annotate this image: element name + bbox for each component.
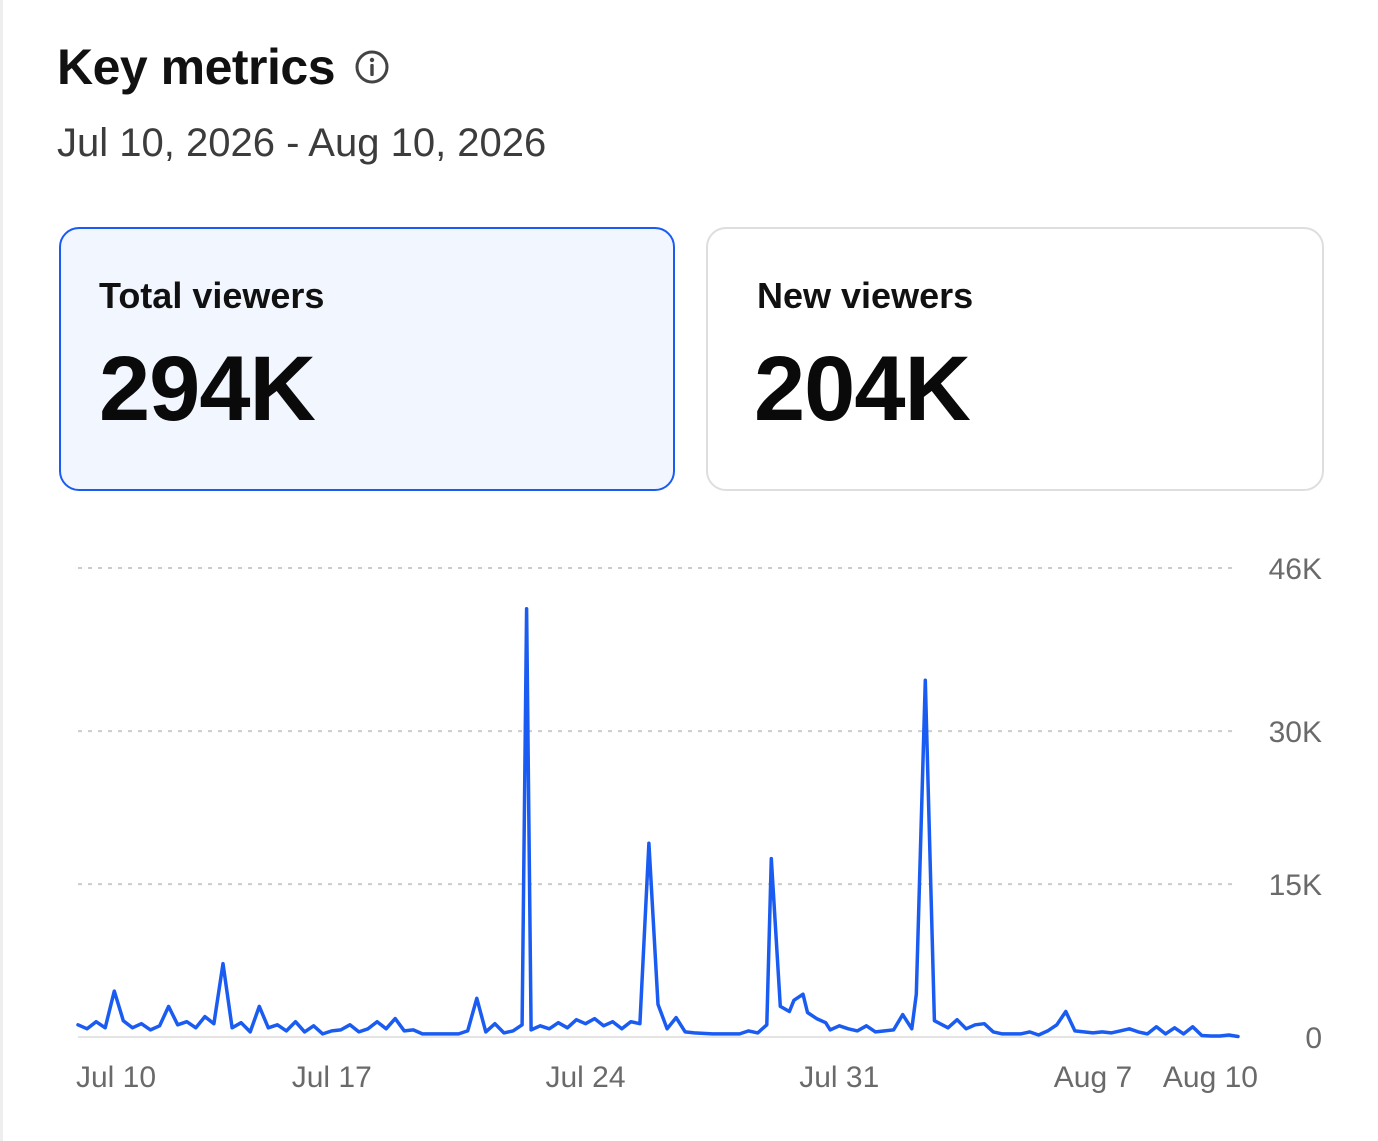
y-tick-label: 15K	[1269, 869, 1322, 902]
y-tick-label: 46K	[1269, 553, 1322, 586]
x-tick-label: Aug 10	[1163, 1061, 1258, 1094]
metric-label: New viewers	[757, 275, 974, 316]
page-title: Key metrics	[57, 39, 336, 95]
info-circle-icon[interactable]	[355, 50, 389, 84]
y-tick-label: 0	[1305, 1022, 1322, 1055]
y-tick-label: 30K	[1269, 716, 1322, 749]
metric-card-total-viewers[interactable]: Total viewers 294K	[59, 227, 675, 491]
x-tick-label: Aug 7	[1054, 1061, 1132, 1094]
metric-card-new-viewers[interactable]: New viewers 204K	[706, 227, 1324, 491]
x-tick-label: Jul 24	[545, 1061, 625, 1094]
metric-value: 294K	[99, 338, 316, 440]
metric-label: Total viewers	[99, 275, 325, 316]
header: Key metrics	[57, 38, 389, 96]
x-tick-label: Jul 10	[76, 1061, 156, 1094]
series-line	[76, 607, 1240, 1039]
date-range: Jul 10, 2026 - Aug 10, 2026	[57, 121, 547, 165]
x-tick-label: Jul 31	[799, 1061, 879, 1094]
page-edge	[0, 0, 3, 1141]
metric-value: 204K	[754, 338, 971, 440]
x-tick-label: Jul 17	[292, 1061, 372, 1094]
